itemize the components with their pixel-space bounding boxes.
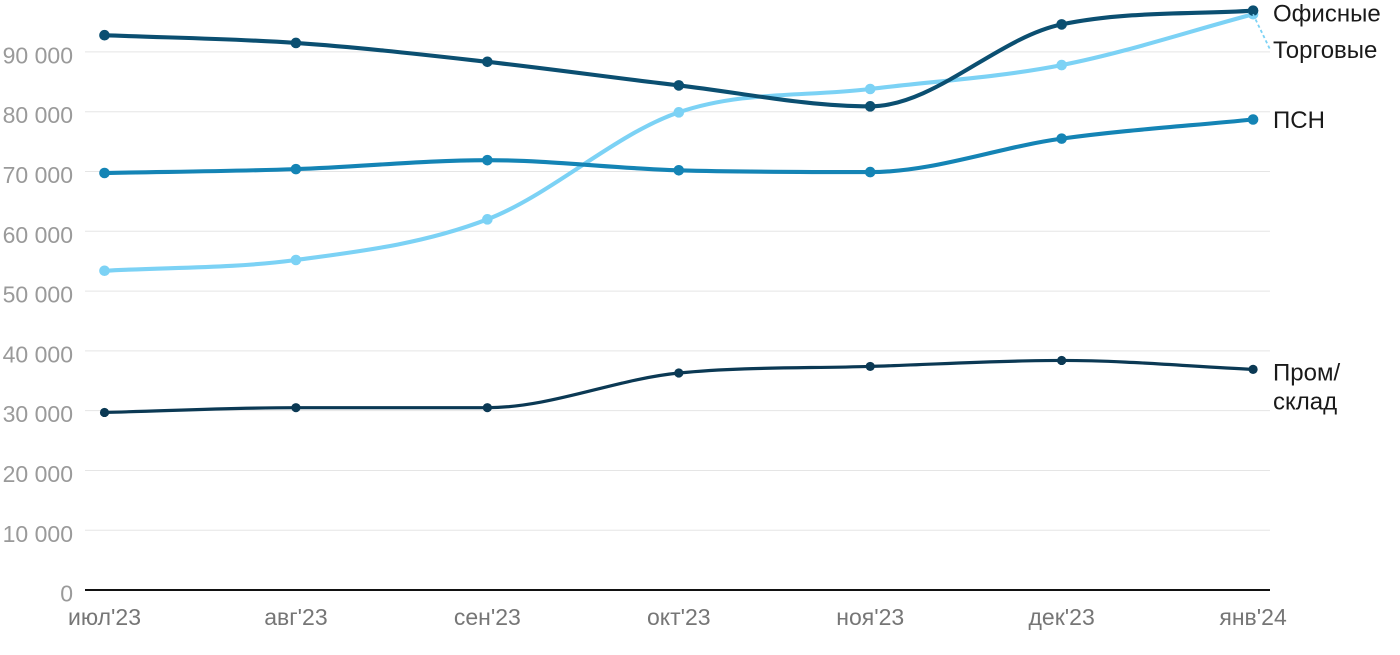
- svg-text:40 000: 40 000: [3, 341, 73, 367]
- svg-text:30 000: 30 000: [3, 401, 73, 427]
- svg-text:июл'23: июл'23: [68, 604, 141, 630]
- svg-text:50 000: 50 000: [3, 282, 73, 308]
- svg-text:ПСН: ПСН: [1273, 107, 1325, 134]
- svg-text:склад: склад: [1273, 389, 1337, 416]
- svg-text:70 000: 70 000: [3, 162, 73, 188]
- svg-text:10 000: 10 000: [3, 521, 73, 547]
- svg-text:0: 0: [60, 581, 73, 607]
- svg-text:окт'23: окт'23: [647, 604, 711, 630]
- svg-text:Пром/: Пром/: [1273, 360, 1340, 387]
- svg-text:сен'23: сен'23: [454, 604, 521, 630]
- svg-text:Торговые: Торговые: [1273, 37, 1377, 64]
- svg-text:60 000: 60 000: [3, 222, 73, 248]
- svg-text:80 000: 80 000: [3, 102, 73, 128]
- svg-text:90 000: 90 000: [3, 42, 73, 68]
- svg-text:авг'23: авг'23: [264, 604, 327, 630]
- svg-text:янв'24: янв'24: [1219, 604, 1287, 630]
- svg-text:Офисные: Офисные: [1273, 1, 1381, 28]
- svg-text:дек'23: дек'23: [1029, 604, 1095, 630]
- svg-text:ноя'23: ноя'23: [836, 604, 904, 630]
- svg-text:20 000: 20 000: [3, 461, 73, 487]
